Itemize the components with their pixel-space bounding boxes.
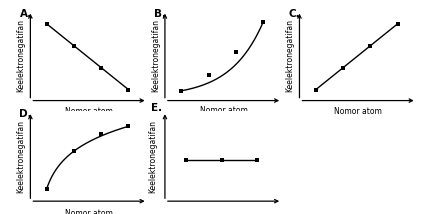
Text: Nomor atom: Nomor atom <box>65 107 113 116</box>
Text: Keelektronegatifan: Keelektronegatifan <box>16 19 25 92</box>
Text: Keelektronegatifan: Keelektronegatifan <box>16 120 25 193</box>
Text: Nomor atom: Nomor atom <box>334 107 382 116</box>
Text: Keelektronegatifan: Keelektronegatifan <box>286 19 294 92</box>
Text: B.: B. <box>154 9 166 19</box>
Text: D.: D. <box>20 109 32 119</box>
Text: A.: A. <box>20 9 32 18</box>
Text: Nomor atom: Nomor atom <box>200 106 247 115</box>
Text: C.: C. <box>289 9 300 18</box>
Text: E.: E. <box>151 103 162 113</box>
Text: Keelektronegatifan: Keelektronegatifan <box>148 120 157 193</box>
Text: Nomor atom: Nomor atom <box>65 209 113 214</box>
Text: Keelektronegatifan: Keelektronegatifan <box>151 19 160 92</box>
